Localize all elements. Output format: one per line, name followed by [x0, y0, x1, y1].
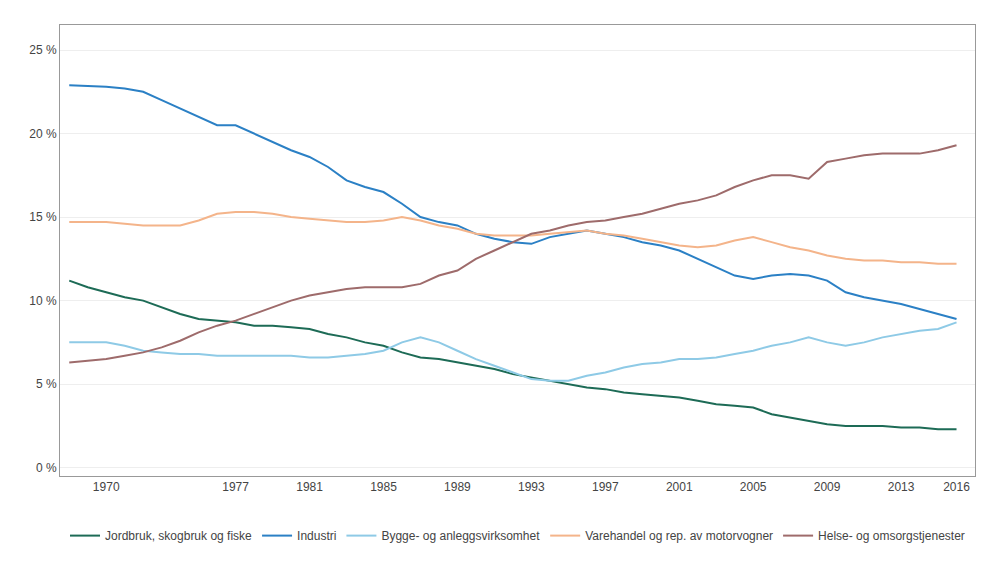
svg-text:1985: 1985 [370, 480, 397, 494]
svg-text:0 %: 0 % [36, 461, 57, 475]
svg-text:10 %: 10 % [29, 294, 57, 308]
svg-text:1993: 1993 [518, 480, 545, 494]
svg-text:1997: 1997 [592, 480, 619, 494]
svg-text:Varehandel og rep. av motorvog: Varehandel og rep. av motorvogner [585, 529, 773, 543]
svg-text:20 %: 20 % [29, 127, 57, 141]
svg-text:2005: 2005 [740, 480, 767, 494]
svg-text:Industri: Industri [297, 529, 336, 543]
svg-text:2016: 2016 [943, 480, 970, 494]
svg-text:1989: 1989 [444, 480, 471, 494]
svg-text:1981: 1981 [296, 480, 323, 494]
svg-text:15 %: 15 % [29, 210, 57, 224]
svg-text:2009: 2009 [814, 480, 841, 494]
svg-text:2013: 2013 [888, 480, 915, 494]
svg-text:Helse- og omsorgstjenester: Helse- og omsorgstjenester [818, 529, 965, 543]
svg-text:25 %: 25 % [29, 43, 57, 57]
svg-text:1977: 1977 [222, 480, 249, 494]
svg-text:5 %: 5 % [36, 377, 57, 391]
svg-text:Bygge- og anleggsvirksomhet: Bygge- og anleggsvirksomhet [381, 529, 540, 543]
svg-text:Jordbruk, skogbruk og fiske: Jordbruk, skogbruk og fiske [105, 529, 252, 543]
svg-text:1970: 1970 [93, 480, 120, 494]
svg-text:2001: 2001 [666, 480, 693, 494]
